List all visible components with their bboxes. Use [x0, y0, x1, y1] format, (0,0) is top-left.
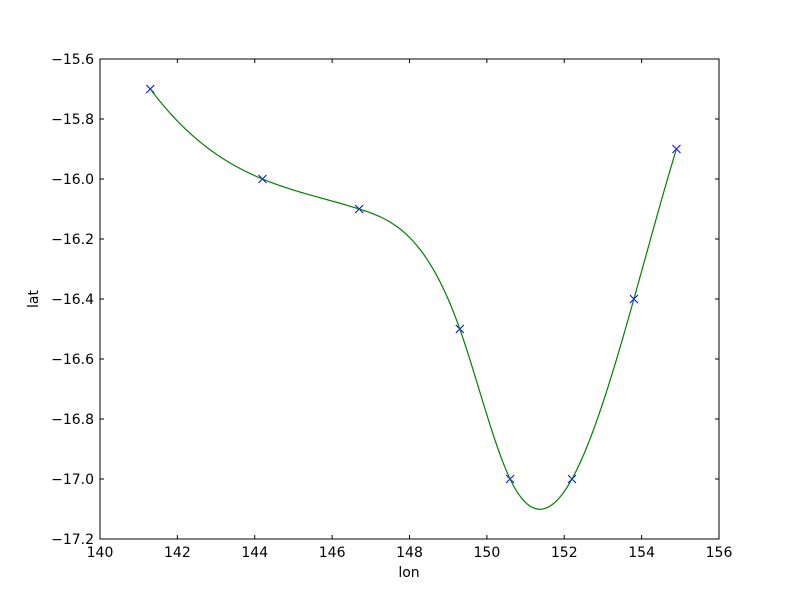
x-tick-label: 144: [241, 545, 268, 561]
x-tick-label: 156: [706, 545, 733, 561]
y-tick-label: −16.2: [51, 232, 94, 248]
x-tick-label: 140: [87, 545, 114, 561]
y-tick-label: −17.0: [51, 472, 94, 488]
data-point-marker: [672, 144, 681, 154]
plot-area: [100, 59, 719, 539]
x-tick-label: 154: [628, 545, 655, 561]
y-tick-label: −15.6: [51, 52, 94, 68]
x-tick-label: 148: [396, 545, 423, 561]
y-tick-label: −16.4: [51, 292, 94, 308]
x-axis-label: lon: [398, 565, 419, 581]
spline-line: [149, 88, 678, 510]
x-tick-label: 146: [319, 545, 346, 561]
y-tick-label: −15.8: [51, 112, 94, 128]
y-tick-label: −16.6: [51, 352, 94, 368]
y-tick-label: −17.2: [51, 532, 94, 548]
x-tick-label: 152: [551, 545, 578, 561]
y-tick-label: −16.8: [51, 412, 94, 428]
y-tick-label: −16.0: [51, 172, 94, 188]
x-tick-label: 142: [164, 545, 191, 561]
x-tick-label: 150: [474, 545, 501, 561]
y-axis-label: lat: [26, 290, 42, 308]
